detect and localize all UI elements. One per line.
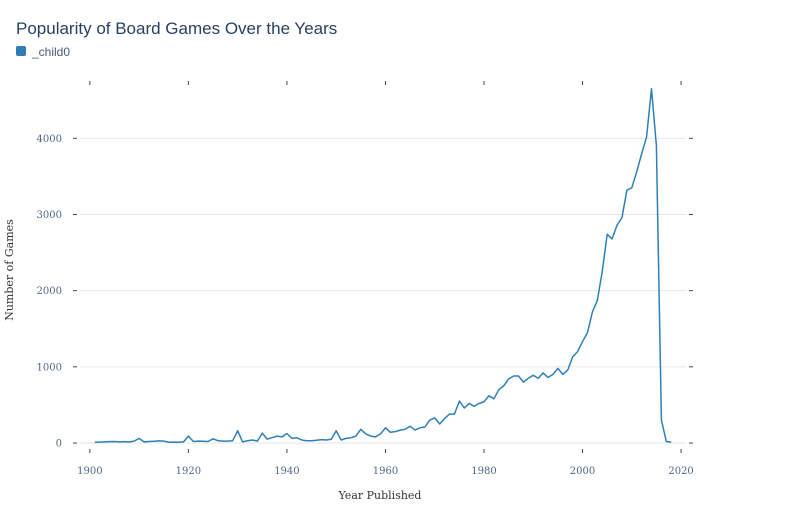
x-tick-label: 1960 xyxy=(373,466,398,477)
series-line xyxy=(94,88,672,443)
chart-title: Popularity of Board Games Over the Years xyxy=(16,19,338,38)
grid-lines xyxy=(80,137,686,444)
x-tick-label: 1900 xyxy=(77,466,102,477)
legend-label: _child0 xyxy=(32,45,71,59)
legend[interactable]: _child0 xyxy=(16,45,70,59)
series-layer xyxy=(94,88,672,443)
x-tick-label: 1940 xyxy=(274,466,299,477)
x-axis-ticks: 1900 1920 1940 1960 1980 2000 2020 xyxy=(77,81,694,477)
y-axis-ticks: 0 1000 2000 3000 4000 xyxy=(37,134,693,450)
legend-swatch xyxy=(16,45,26,56)
y-tick-label: 2000 xyxy=(37,286,62,297)
x-tick-label: 2000 xyxy=(570,466,595,477)
x-tick-label: 1920 xyxy=(176,466,201,477)
y-tick-label: 1000 xyxy=(37,362,62,373)
y-tick-label: 3000 xyxy=(37,210,62,221)
x-tick-label: 1980 xyxy=(471,466,496,477)
y-tick-label: 0 xyxy=(56,439,62,450)
y-axis-title: Number of Games xyxy=(3,219,16,321)
y-tick-label: 4000 xyxy=(37,134,62,145)
x-axis-title: Year Published xyxy=(338,489,422,502)
x-tick-label: 2020 xyxy=(668,466,693,477)
